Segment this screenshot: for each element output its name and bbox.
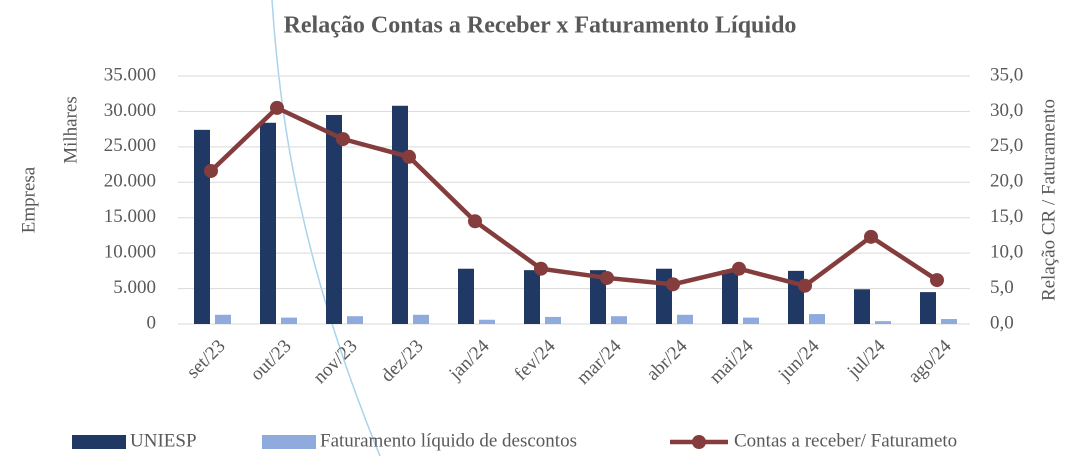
y-tick-label: 35.000 [104, 64, 156, 85]
y2-tick-label: 20,0 [990, 171, 1023, 192]
line-marker [798, 278, 812, 293]
bar [347, 316, 363, 324]
legend-label: Contas a receber/ Faturameto [734, 430, 957, 451]
x-tick-label: ago/24 [904, 335, 956, 387]
bar [215, 314, 231, 324]
bar [677, 314, 693, 324]
bar [479, 319, 495, 324]
y2-tick-label: 35,0 [990, 64, 1023, 85]
bar [920, 292, 936, 324]
x-tick-label: set/23 [183, 336, 230, 383]
line-marker [930, 273, 944, 288]
x-tick-label: mar/24 [573, 335, 626, 388]
bar [611, 316, 627, 324]
x-tick-label: abr/24 [642, 335, 692, 385]
bar [656, 268, 672, 324]
bar [875, 321, 891, 324]
y-axis-label: Empresa [18, 166, 39, 233]
line-marker [468, 214, 482, 229]
y2-tick-label: 15,0 [990, 206, 1023, 227]
x-tick-label: nov/23 [309, 336, 361, 388]
chart-title: Relação Contas a Receber x Faturamento L… [284, 13, 797, 39]
bar [194, 129, 210, 324]
x-tick-label: fev/24 [510, 335, 560, 385]
bar [941, 319, 957, 324]
line-marker [732, 261, 746, 276]
bar [590, 270, 606, 324]
y2-tick-label: 25,0 [990, 135, 1023, 156]
bar [545, 316, 561, 324]
bar [743, 317, 759, 324]
legend-swatch [72, 435, 126, 449]
x-tick-label: mai/24 [705, 335, 758, 388]
y-tick-label: 20.000 [104, 171, 156, 192]
line-marker [402, 149, 416, 164]
x-tick-label: jun/24 [774, 335, 824, 385]
bar [722, 270, 738, 324]
legend-swatch [262, 435, 316, 449]
x-tick-label: jul/24 [843, 335, 890, 382]
bar [281, 317, 297, 324]
line [209, 105, 939, 289]
line-marker [336, 132, 350, 147]
y-tick-label: 25.000 [104, 135, 156, 156]
line-marker [600, 270, 614, 285]
bar [809, 314, 825, 324]
y-tick-label: 0 [147, 312, 157, 333]
y2-tick-label: 5,0 [990, 277, 1014, 298]
y-tick-label: 15.000 [104, 206, 156, 227]
y2-tick-label: 10,0 [990, 242, 1023, 263]
legend-label: UNIESP [130, 430, 197, 451]
overlay-curve [271, 0, 381, 456]
line-marker [534, 261, 548, 276]
bar [524, 270, 540, 324]
bar [458, 268, 474, 324]
y2-axis-label: Relação CR / Faturamento [1038, 99, 1059, 301]
y-axis-unit: Milhares [60, 96, 81, 164]
legend-label: Faturamento líquido de descontos [320, 430, 577, 451]
x-tick-label: out/23 [246, 336, 295, 385]
y-tick-label: 10.000 [104, 242, 156, 263]
y2-tick-label: 30,0 [990, 100, 1023, 121]
bar [392, 105, 408, 324]
y2-tick-label: 0,0 [990, 312, 1014, 333]
legend-swatch [692, 435, 706, 449]
bar [413, 314, 429, 324]
bar [326, 114, 342, 324]
bar [260, 122, 276, 324]
bar [854, 289, 870, 324]
y-tick-label: 30.000 [104, 100, 156, 121]
x-tick-label: jan/24 [444, 335, 493, 384]
line-marker [204, 163, 218, 178]
line-marker [666, 277, 680, 292]
y-tick-label: 5.000 [113, 277, 156, 298]
line-marker [270, 100, 284, 115]
line-marker [864, 229, 878, 244]
x-tick-label: dez/23 [377, 336, 428, 387]
bar [788, 270, 804, 324]
